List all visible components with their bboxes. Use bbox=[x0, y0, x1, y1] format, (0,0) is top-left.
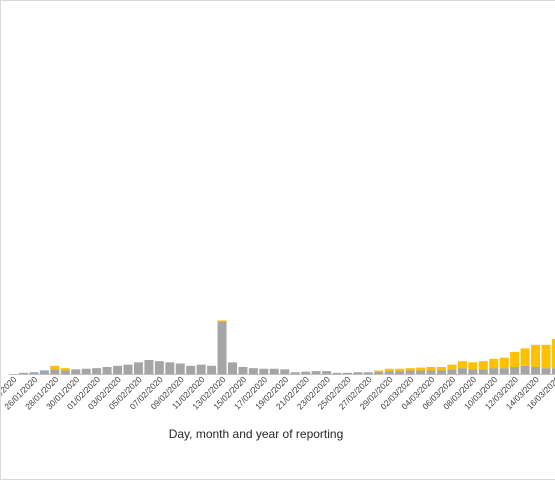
bar-24-02-2020-s0 bbox=[332, 372, 342, 374]
bar-11-02-2020-s0 bbox=[196, 364, 206, 374]
bar-29-02-2020-s0 bbox=[384, 371, 394, 374]
bar-15-03-2020-s1 bbox=[541, 344, 551, 369]
bar-16-02-2020-s0 bbox=[248, 368, 258, 374]
bar-26-02-2020-s0 bbox=[353, 372, 363, 374]
bar-08-03-2020-s1 bbox=[468, 362, 478, 370]
bar-13-03-2020-s1 bbox=[520, 348, 530, 366]
bar-03-03-2020-s1 bbox=[416, 367, 426, 371]
bar-06-03-2020-s1 bbox=[447, 364, 457, 370]
bar-07-03-2020-s1 bbox=[457, 361, 467, 369]
bar-07-03-2020-s0 bbox=[457, 368, 467, 374]
bar-20-02-2020-s0 bbox=[290, 372, 300, 374]
bar-14-03-2020-s0 bbox=[531, 367, 541, 374]
bar-05-03-2020-s0 bbox=[437, 370, 446, 374]
bar-27-01-2020-s2 bbox=[39, 370, 49, 372]
bar-13-03-2020-s0 bbox=[520, 365, 530, 374]
bar-16-03-2020-s1 bbox=[551, 339, 555, 369]
bar-04-03-2020-s0 bbox=[426, 370, 436, 374]
bar-04-02-2020-s0 bbox=[123, 364, 133, 374]
bar-19-02-2020-s0 bbox=[280, 369, 290, 374]
bar-12-02-2020-s0 bbox=[207, 365, 217, 374]
bar-12-03-2020-s1 bbox=[510, 351, 520, 367]
bar-27-02-2020-s0 bbox=[363, 372, 373, 374]
bar-01-03-2020-s1 bbox=[395, 368, 405, 372]
bar-22-02-2020-s0 bbox=[311, 371, 321, 374]
bar-15-03-2020-s0 bbox=[541, 368, 551, 374]
bar-11-03-2020-s1 bbox=[499, 357, 509, 369]
bar-09-03-2020-s1 bbox=[478, 361, 488, 370]
bar-13-02-2020-s1 bbox=[217, 320, 227, 322]
bar-28-02-2020-s1 bbox=[374, 370, 384, 372]
bar-28-01-2020-s1 bbox=[50, 365, 60, 370]
bar-05-02-2020-s0 bbox=[133, 362, 143, 374]
bar-03-02-2020-s0 bbox=[113, 365, 123, 374]
bar-29-01-2020-s0 bbox=[60, 370, 70, 374]
x-tick-labels: 24/01/202026/01/202028/01/202030/01/2020… bbox=[1, 374, 555, 411]
bar-16-03-2020-s0 bbox=[551, 368, 555, 374]
bar-05-03-2020-s1 bbox=[437, 367, 446, 371]
bar-08-02-2020-s0 bbox=[165, 362, 175, 374]
bar-29-02-2020-s1 bbox=[384, 368, 394, 372]
bar-11-03-2020-s0 bbox=[499, 368, 509, 374]
bar-08-03-2020-s0 bbox=[468, 369, 478, 374]
bar-15-02-2020-s0 bbox=[238, 367, 248, 374]
bar-31-01-2020-s0 bbox=[81, 368, 91, 374]
bar-28-02-2020-s0 bbox=[374, 371, 384, 374]
bar-14-02-2020-s0 bbox=[228, 362, 237, 374]
bar-30-01-2020-s0 bbox=[71, 369, 81, 374]
x-axis-label: Day, month and year of reporting bbox=[169, 427, 344, 441]
bar-10-03-2020-s0 bbox=[489, 368, 499, 374]
bar-23-02-2020-s0 bbox=[322, 371, 332, 374]
bar-03-03-2020-s0 bbox=[416, 370, 426, 374]
bar-26-01-2020-s0 bbox=[29, 372, 39, 374]
bar-09-03-2020-s0 bbox=[478, 369, 488, 374]
bar-27-01-2020-s0 bbox=[39, 371, 49, 374]
bar-02-03-2020-s1 bbox=[405, 368, 415, 371]
bar-18-02-2020-s0 bbox=[269, 368, 279, 374]
bar-04-03-2020-s1 bbox=[426, 367, 436, 371]
bar-10-02-2020-s0 bbox=[186, 365, 196, 374]
bar-17-02-2020-s0 bbox=[259, 368, 269, 374]
bar-01-03-2020-s0 bbox=[395, 371, 405, 374]
bar-06-02-2020-s0 bbox=[144, 360, 154, 374]
bar-12-03-2020-s0 bbox=[510, 367, 520, 374]
bar-02-03-2020-s0 bbox=[405, 370, 415, 374]
bar-10-03-2020-s1 bbox=[489, 358, 499, 369]
bar-07-02-2020-s0 bbox=[154, 361, 164, 374]
bar-29-01-2020-s1 bbox=[60, 368, 70, 371]
bar-02-02-2020-s0 bbox=[102, 367, 112, 374]
bar-25-01-2020-s0 bbox=[19, 372, 28, 374]
bar-09-02-2020-s0 bbox=[175, 363, 185, 374]
bars-layer bbox=[19, 320, 555, 374]
bar-26-01-2020-s2 bbox=[29, 372, 39, 373]
bar-06-03-2020-s0 bbox=[447, 369, 457, 374]
bar-28-01-2020-s0 bbox=[50, 369, 60, 374]
bar-13-02-2020-s0 bbox=[217, 321, 227, 374]
bar-01-02-2020-s0 bbox=[92, 368, 102, 374]
bar-14-03-2020-s1 bbox=[531, 344, 541, 368]
bar-21-02-2020-s0 bbox=[301, 371, 311, 374]
bar-25-02-2020-s0 bbox=[342, 372, 352, 374]
